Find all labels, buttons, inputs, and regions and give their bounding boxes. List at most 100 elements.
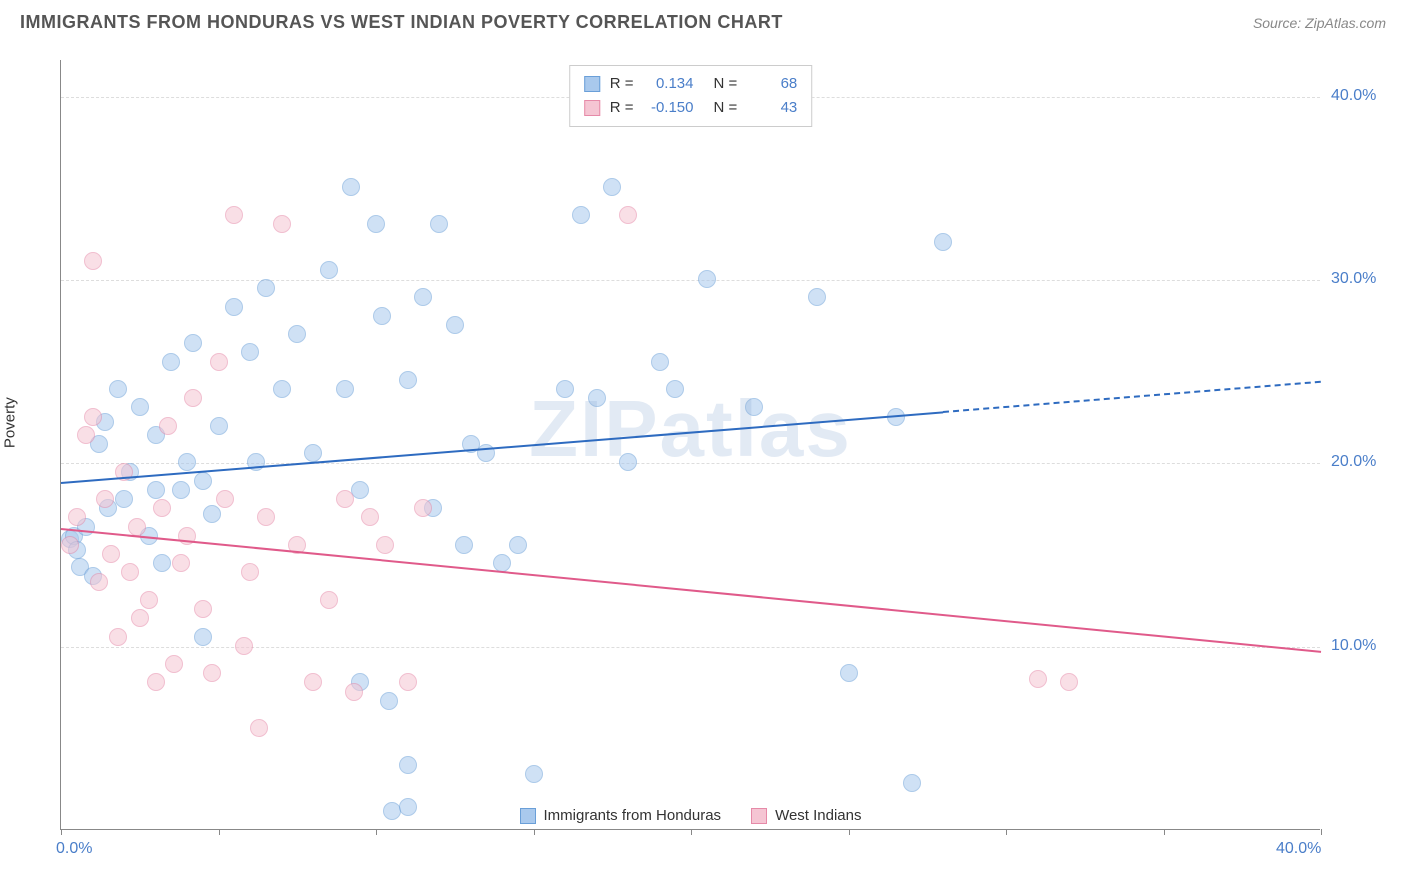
data-point: [128, 518, 146, 536]
data-point: [320, 261, 338, 279]
data-point: [68, 508, 86, 526]
data-point: [102, 545, 120, 563]
data-point: [257, 279, 275, 297]
data-point: [121, 563, 139, 581]
legend-swatch: [584, 100, 600, 116]
chart-source: Source: ZipAtlas.com: [1253, 15, 1386, 31]
plot-region: ZIPatlas R =0.134N =68R =-0.150N =43 Imm…: [60, 60, 1320, 830]
series-name: Immigrants from Honduras: [544, 807, 722, 824]
data-point: [399, 371, 417, 389]
data-point: [250, 719, 268, 737]
data-point: [619, 453, 637, 471]
data-point: [273, 215, 291, 233]
series-legend-item: West Indians: [751, 807, 861, 824]
data-point: [241, 343, 259, 361]
data-point: [210, 417, 228, 435]
watermark-text: ZIPatlas: [529, 383, 852, 475]
data-point: [184, 389, 202, 407]
data-point: [934, 233, 952, 251]
data-point: [109, 380, 127, 398]
trend-line: [61, 411, 943, 484]
x-tick-mark: [1006, 829, 1007, 835]
data-point: [159, 417, 177, 435]
legend-swatch: [751, 808, 767, 824]
data-point: [430, 215, 448, 233]
data-point: [556, 380, 574, 398]
data-point: [210, 353, 228, 371]
data-point: [225, 298, 243, 316]
data-point: [140, 591, 158, 609]
data-point: [361, 508, 379, 526]
data-point: [194, 600, 212, 618]
data-point: [153, 554, 171, 572]
n-value: 43: [747, 96, 797, 120]
data-point: [414, 499, 432, 517]
data-point: [745, 398, 763, 416]
data-point: [525, 765, 543, 783]
data-point: [225, 206, 243, 224]
gridline: [61, 280, 1320, 281]
r-label: R =: [610, 96, 634, 120]
data-point: [840, 664, 858, 682]
data-point: [399, 798, 417, 816]
data-point: [651, 353, 669, 371]
data-point: [373, 307, 391, 325]
chart-header: IMMIGRANTS FROM HONDURAS VS WEST INDIAN …: [0, 0, 1406, 41]
y-tick-label: 10.0%: [1331, 637, 1376, 655]
data-point: [572, 206, 590, 224]
data-point: [178, 453, 196, 471]
x-tick-label: 0.0%: [56, 840, 92, 858]
data-point: [184, 334, 202, 352]
data-point: [131, 609, 149, 627]
data-point: [235, 637, 253, 655]
data-point: [336, 380, 354, 398]
y-tick-label: 20.0%: [1331, 453, 1376, 471]
data-point: [77, 426, 95, 444]
x-tick-mark: [61, 829, 62, 835]
x-tick-mark: [534, 829, 535, 835]
data-point: [1060, 673, 1078, 691]
data-point: [1029, 670, 1047, 688]
r-value: -0.150: [644, 96, 694, 120]
data-point: [194, 472, 212, 490]
data-point: [273, 380, 291, 398]
series-legend: Immigrants from Honduras West Indians: [520, 807, 862, 824]
data-point: [153, 499, 171, 517]
data-point: [216, 490, 234, 508]
x-tick-mark: [219, 829, 220, 835]
data-point: [698, 270, 716, 288]
trend-line: [943, 381, 1321, 413]
data-point: [367, 215, 385, 233]
legend-swatch: [520, 808, 536, 824]
data-point: [345, 683, 363, 701]
data-point: [115, 490, 133, 508]
data-point: [399, 673, 417, 691]
n-label: N =: [714, 96, 738, 120]
n-label: N =: [714, 72, 738, 96]
r-value: 0.134: [644, 72, 694, 96]
series-name: West Indians: [775, 807, 861, 824]
data-point: [304, 444, 322, 462]
data-point: [109, 628, 127, 646]
data-point: [203, 664, 221, 682]
data-point: [241, 563, 259, 581]
x-tick-label: 40.0%: [1276, 840, 1321, 858]
data-point: [380, 692, 398, 710]
data-point: [288, 325, 306, 343]
data-point: [603, 178, 621, 196]
series-legend-item: Immigrants from Honduras: [520, 807, 722, 824]
data-point: [165, 655, 183, 673]
n-value: 68: [747, 72, 797, 96]
data-point: [61, 536, 79, 554]
data-point: [336, 490, 354, 508]
data-point: [84, 252, 102, 270]
trend-line: [61, 528, 1321, 653]
data-point: [342, 178, 360, 196]
data-point: [588, 389, 606, 407]
data-point: [162, 353, 180, 371]
data-point: [414, 288, 432, 306]
data-point: [203, 505, 221, 523]
data-point: [84, 408, 102, 426]
data-point: [399, 756, 417, 774]
legend-swatch: [584, 76, 600, 92]
